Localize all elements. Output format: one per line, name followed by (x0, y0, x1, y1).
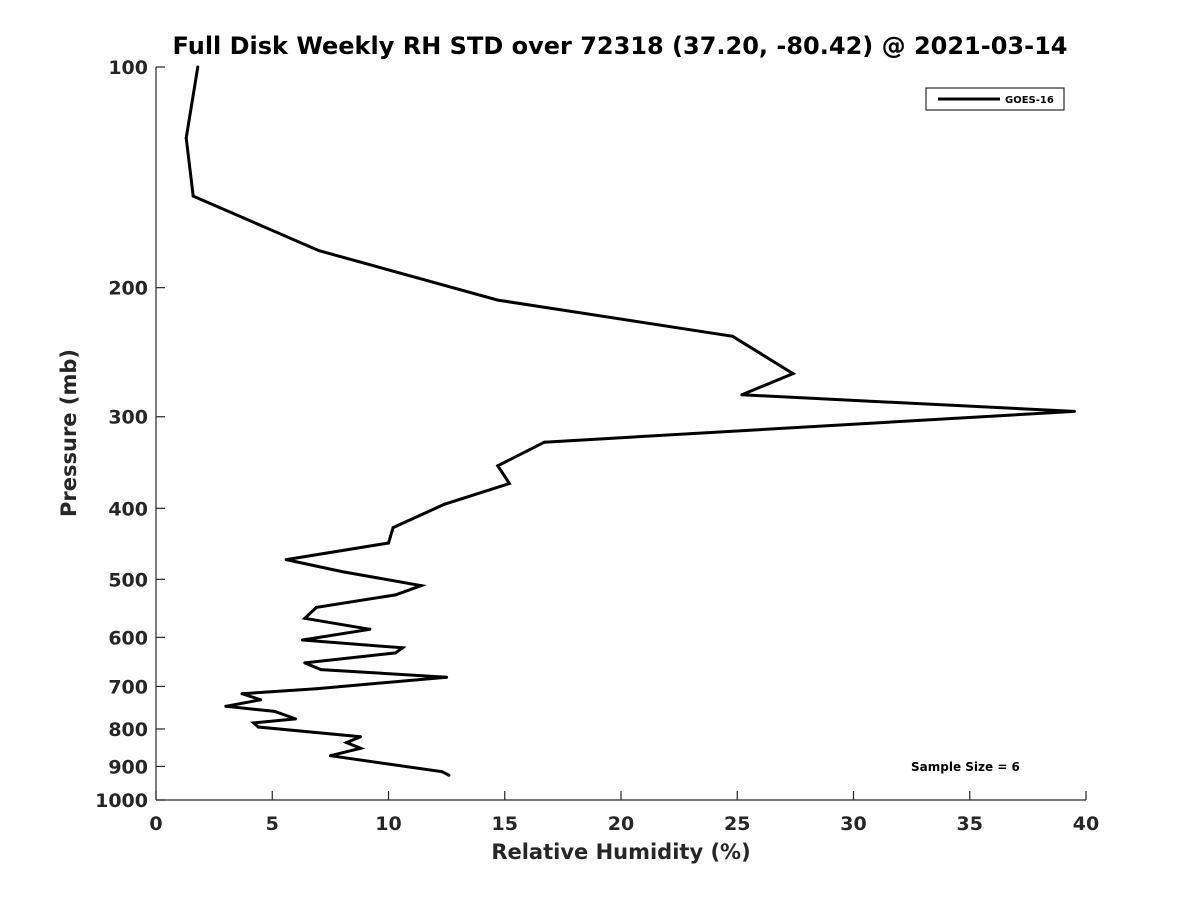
y-tick-label: 100 (108, 57, 148, 79)
x-tick-label: 20 (608, 813, 634, 835)
data-point (303, 661, 307, 665)
data-point (240, 692, 244, 696)
data-point (445, 675, 449, 679)
y-ticks: 100 200 300 400 500 600 700 800 900 1000 (95, 57, 165, 812)
data-point (401, 646, 404, 650)
data-point (256, 725, 260, 729)
y-tick-label: 200 (108, 278, 148, 300)
x-tick-label: 15 (492, 813, 518, 835)
data-point (359, 735, 363, 739)
x-axis-label: Relative Humidity (%) (491, 840, 750, 864)
data-point (294, 717, 297, 721)
series-points (184, 65, 1076, 777)
data-point (328, 754, 332, 758)
y-tick-label: 400 (108, 498, 148, 520)
y-tick-label: 700 (108, 676, 148, 698)
data-point (1072, 409, 1076, 413)
y-tick-label: 1000 (95, 790, 148, 812)
data-point (496, 298, 500, 302)
data-point (314, 605, 318, 609)
x-tick-label: 25 (724, 813, 750, 835)
data-point (419, 584, 423, 588)
x-tick-label: 10 (375, 813, 401, 835)
data-point (301, 638, 304, 642)
y-tick-label: 300 (108, 407, 148, 429)
sample-size-note: Sample Size = 6 (911, 760, 1020, 774)
data-point (731, 334, 735, 338)
data-point (284, 558, 288, 562)
x-tick-label: 35 (957, 813, 983, 835)
data-point (542, 440, 546, 444)
data-point (791, 372, 795, 376)
legend-label: GOES-16 (1005, 95, 1054, 106)
data-point (507, 482, 511, 485)
plot-area (156, 67, 1086, 800)
data-point (191, 194, 195, 198)
data-point (314, 687, 318, 691)
x-tick-label: 30 (840, 813, 866, 835)
data-point (394, 651, 397, 655)
chart-title: Full Disk Weekly RH STD over 72318 (37.2… (173, 32, 1068, 60)
data-point (447, 773, 451, 777)
data-point (440, 770, 444, 774)
data-point (496, 464, 500, 468)
data-point (317, 249, 321, 253)
data-point (345, 741, 349, 745)
data-point (319, 668, 323, 672)
data-point (368, 627, 372, 631)
data-point (273, 709, 277, 713)
data-point (391, 526, 395, 530)
x-tick-label: 0 (149, 813, 162, 835)
data-point (184, 136, 188, 140)
y-tick-label: 500 (108, 569, 148, 591)
data-point (224, 704, 228, 708)
y-tick-label: 600 (108, 627, 148, 649)
y-tick-label: 900 (108, 756, 148, 778)
x-ticks: 0 5 10 15 20 25 30 35 40 (149, 791, 1099, 835)
data-point (394, 593, 397, 597)
data-point (740, 393, 744, 397)
y-tick-label: 800 (108, 719, 148, 741)
data-point (387, 541, 390, 545)
data-point (259, 698, 263, 702)
data-point (303, 616, 307, 620)
data-point (442, 502, 446, 506)
data-point (196, 65, 200, 69)
x-tick-label: 40 (1073, 813, 1099, 835)
legend: GOES-16 (925, 87, 1065, 111)
x-tick-label: 5 (266, 813, 279, 835)
data-point (340, 570, 344, 574)
data-point (359, 746, 363, 750)
y-axis-label: Pressure (mb) (57, 349, 81, 517)
data-point (252, 721, 256, 725)
